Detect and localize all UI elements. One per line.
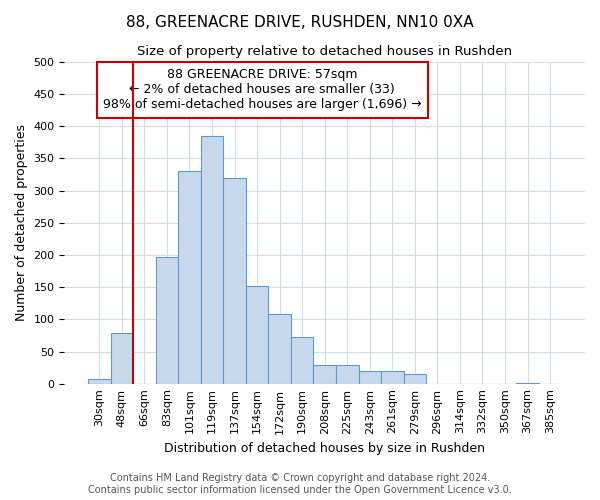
- Text: 88 GREENACRE DRIVE: 57sqm
← 2% of detached houses are smaller (33)
98% of semi-d: 88 GREENACRE DRIVE: 57sqm ← 2% of detach…: [103, 68, 422, 112]
- Bar: [404, 374, 426, 384]
- Bar: [291, 338, 313, 384]
- Bar: [88, 378, 110, 384]
- Title: Size of property relative to detached houses in Rushden: Size of property relative to detached ho…: [137, 45, 512, 58]
- Bar: [313, 365, 336, 384]
- Bar: [336, 365, 359, 384]
- Bar: [381, 371, 404, 384]
- Bar: [359, 371, 381, 384]
- Bar: [201, 136, 223, 384]
- X-axis label: Distribution of detached houses by size in Rushden: Distribution of detached houses by size …: [164, 442, 485, 455]
- Bar: [246, 286, 268, 384]
- Bar: [178, 172, 201, 384]
- Bar: [268, 314, 291, 384]
- Bar: [223, 178, 246, 384]
- Bar: [516, 383, 539, 384]
- Y-axis label: Number of detached properties: Number of detached properties: [15, 124, 28, 322]
- Bar: [155, 257, 178, 384]
- Text: Contains HM Land Registry data © Crown copyright and database right 2024.
Contai: Contains HM Land Registry data © Crown c…: [88, 474, 512, 495]
- Text: 88, GREENACRE DRIVE, RUSHDEN, NN10 0XA: 88, GREENACRE DRIVE, RUSHDEN, NN10 0XA: [126, 15, 474, 30]
- Bar: [110, 334, 133, 384]
